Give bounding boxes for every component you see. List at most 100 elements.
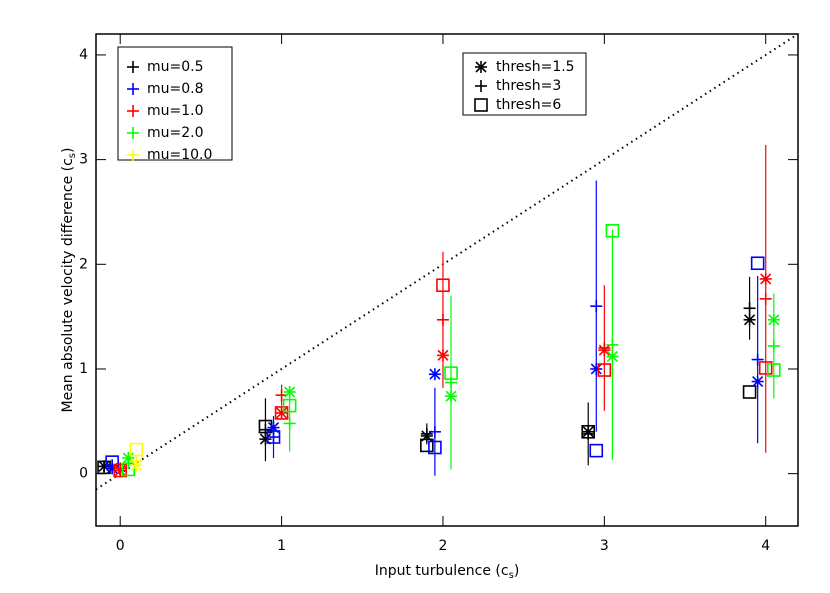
- x-tick-label: 1: [277, 538, 286, 554]
- plus-marker: [127, 105, 139, 117]
- marker-stroke: [475, 61, 487, 73]
- square-marker: [444, 366, 458, 380]
- marker-stroke: [742, 385, 757, 399]
- asterisk-marker: [428, 368, 441, 381]
- reference-line: [95, 33, 799, 491]
- plus-marker: [436, 313, 449, 326]
- legend-label: mu=2.0: [147, 125, 204, 141]
- square-marker: [113, 463, 128, 478]
- square-marker: [282, 398, 297, 413]
- marker-stroke: [129, 442, 144, 457]
- marker-stroke: [121, 462, 136, 477]
- marker-stroke: [758, 361, 773, 375]
- plus-marker: [130, 455, 143, 468]
- marker-stroke: [266, 430, 281, 444]
- marker-stroke: [589, 443, 604, 458]
- plus-marker: [743, 302, 756, 315]
- y-tick-label: 4: [79, 47, 88, 63]
- y-tick-label: 1: [79, 361, 88, 377]
- plus-marker: [590, 300, 603, 313]
- legend-label: mu=1.0: [147, 103, 204, 119]
- asterisk-marker: [475, 61, 487, 73]
- square-marker: [105, 455, 119, 469]
- square-marker: [121, 462, 136, 477]
- square-marker: [589, 443, 604, 458]
- legend-label: thresh=3: [496, 78, 561, 94]
- square-marker: [742, 385, 757, 399]
- legend-label: mu=10.0: [147, 147, 212, 163]
- x-tick-label: 3: [600, 538, 609, 554]
- y-axis-title: Mean absolute velocity difference (cs): [60, 148, 78, 413]
- plus-marker: [606, 338, 619, 351]
- square-marker: [597, 363, 612, 377]
- square-marker: [129, 442, 144, 457]
- x-axis-title-end: ): [514, 563, 519, 579]
- plus-marker: [127, 127, 139, 139]
- marker-stroke: [276, 407, 288, 419]
- marker-stroke: [436, 278, 450, 293]
- y-axis-title-sub: s: [67, 153, 78, 158]
- legend-label: thresh=6: [496, 97, 561, 113]
- x-tick-label: 2: [439, 538, 448, 554]
- x-tick-label: 4: [761, 538, 770, 554]
- plus-marker: [127, 83, 139, 95]
- marker-stroke: [429, 368, 441, 380]
- square-marker: [428, 440, 442, 455]
- marker-stroke: [274, 406, 289, 420]
- plus-marker: [259, 423, 272, 436]
- plus-marker: [428, 425, 441, 438]
- marker-stroke: [444, 366, 458, 380]
- plus-marker: [751, 353, 764, 366]
- plus-marker: [420, 427, 433, 440]
- marker-stroke: [581, 424, 596, 439]
- square-marker: [274, 406, 289, 420]
- y-tick-label: 0: [79, 466, 88, 482]
- marker-stroke: [284, 386, 296, 398]
- legend-label: mu=0.8: [147, 81, 204, 97]
- plus-marker: [759, 292, 772, 305]
- y-tick-label: 3: [79, 152, 88, 168]
- x-axis-title: Input turbulence (cs): [375, 563, 520, 581]
- plus-marker: [475, 80, 487, 92]
- square-marker: [766, 363, 781, 377]
- marker-stroke: [420, 438, 434, 453]
- y-axis-title-text: Mean absolute velocity difference (c: [60, 158, 76, 412]
- plus-marker: [98, 460, 111, 473]
- legend-label: thresh=1.5: [496, 59, 575, 75]
- square-marker: [581, 424, 596, 439]
- x-tick-label: 0: [116, 538, 125, 554]
- marker-stroke: [113, 463, 128, 478]
- square-marker: [605, 224, 620, 238]
- legend-box: [462, 52, 587, 116]
- marker-stroke: [282, 398, 297, 413]
- square-marker: [436, 278, 450, 293]
- marker-stroke: [605, 224, 620, 238]
- legend-box: [117, 46, 233, 161]
- marker-stroke: [597, 363, 612, 377]
- x-axis-title-sub: s: [509, 570, 514, 581]
- plus-marker: [598, 342, 611, 355]
- y-axis-title-end: ): [60, 148, 76, 153]
- square-marker: [420, 438, 434, 453]
- marker-stroke: [474, 98, 488, 112]
- plus-marker: [127, 149, 139, 161]
- asterisk-marker: [283, 386, 296, 399]
- plus-marker: [127, 61, 139, 73]
- x-axis-title-text: Input turbulence (c: [375, 563, 509, 579]
- plus-marker: [767, 339, 780, 352]
- square-marker: [758, 361, 773, 375]
- square-marker: [474, 98, 488, 112]
- marker-stroke: [750, 256, 765, 271]
- marker-stroke: [105, 455, 119, 469]
- square-marker: [266, 430, 281, 444]
- plot-frame: [95, 33, 799, 527]
- square-marker: [750, 256, 765, 271]
- y-tick-label: 2: [79, 256, 88, 272]
- marker-stroke: [428, 440, 442, 455]
- plus-marker: [283, 417, 296, 430]
- legend-label: mu=0.5: [147, 59, 204, 75]
- plus-marker: [267, 431, 280, 444]
- asterisk-marker: [275, 406, 288, 419]
- marker-stroke: [766, 363, 781, 377]
